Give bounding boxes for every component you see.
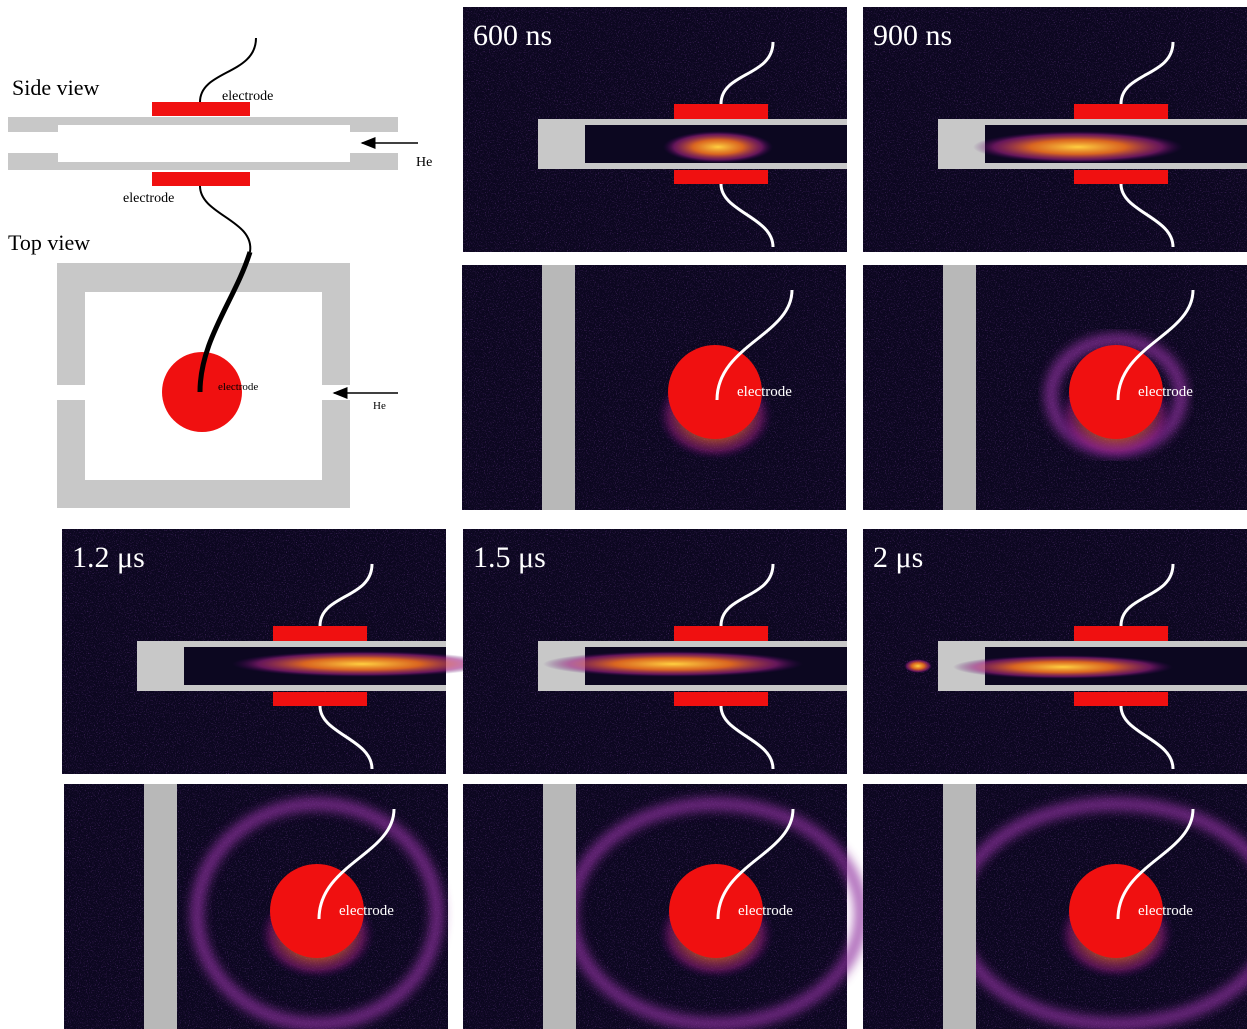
gas-label: He [373,400,386,412]
wire [719,563,775,627]
noise [462,265,846,510]
electrode-label: electrode [737,384,792,400]
tube-wall [543,784,576,1029]
electrode [273,626,367,641]
discharge-glow [663,131,773,163]
electrode-label: electrode [1138,903,1193,919]
top-panel: electrode [64,784,448,1029]
wire [318,705,374,770]
electrode [674,692,768,706]
wire [1119,41,1175,105]
noise [463,784,847,1029]
tube-wall [943,265,976,510]
discharge-ring [190,797,444,1029]
electrode [674,170,768,184]
wire [1116,808,1195,920]
wire [1116,289,1195,401]
discharge-glow [543,651,803,677]
tube-wall [542,265,575,510]
wire [719,41,775,105]
electrode-label: electrode [123,191,174,206]
wire [719,705,775,770]
electrode-label: electrode [218,381,258,393]
top-panel: electrode [863,784,1247,1029]
wire [715,289,794,401]
electrode [674,104,768,119]
wire [318,563,374,627]
wire [1119,183,1175,248]
electrode [1069,345,1163,439]
side-view-label: Side view [12,75,99,100]
electrode [1074,170,1168,184]
side-panel: 900 ns [863,7,1247,252]
side-panel: 1.5 μs [463,529,847,774]
time-label: 900 ns [873,19,952,52]
gas-label: He [416,155,432,170]
electrode [674,626,768,641]
top-panel: electrode [863,265,1247,510]
side-view-schematic: Side view electrode electrode He [8,37,432,253]
wire [719,183,775,248]
time-label: 600 ns [473,19,552,52]
discharge-glow [973,131,1183,163]
electrode [1074,626,1168,641]
side-panel: 600 ns [463,7,847,252]
electrode [273,692,367,706]
wire [716,808,795,920]
top-panel: electrode [463,784,868,1029]
top-panel: electrode [462,265,846,510]
time-label: 1.2 μs [72,541,145,574]
electrode-label: electrode [738,903,793,919]
side-panel: 1.2 μs [62,529,492,774]
wire [1119,563,1175,627]
wire [317,808,396,920]
electrode-label: electrode [1138,384,1193,400]
discharge-glow [232,651,492,677]
electrode [1069,864,1163,958]
top-view-label: Top view [8,230,90,255]
electrode-label: electrode [222,89,273,104]
top-view-schematic: Top view electrode He [8,230,398,508]
discharge-glow [904,659,932,673]
wire [1119,705,1175,770]
electrode [1074,104,1168,119]
electrode-label: electrode [339,903,394,919]
time-label: 2 μs [873,541,923,574]
discharge-glow [953,655,1173,679]
electrode [1074,692,1168,706]
electrode [669,864,763,958]
tube-wall [943,784,976,1029]
side-panel: 2 μs [863,529,1247,774]
tube-wall [144,784,177,1029]
electrode [668,345,762,439]
noise [863,784,1247,1029]
time-label: 1.5 μs [473,541,546,574]
electrode [270,864,364,958]
